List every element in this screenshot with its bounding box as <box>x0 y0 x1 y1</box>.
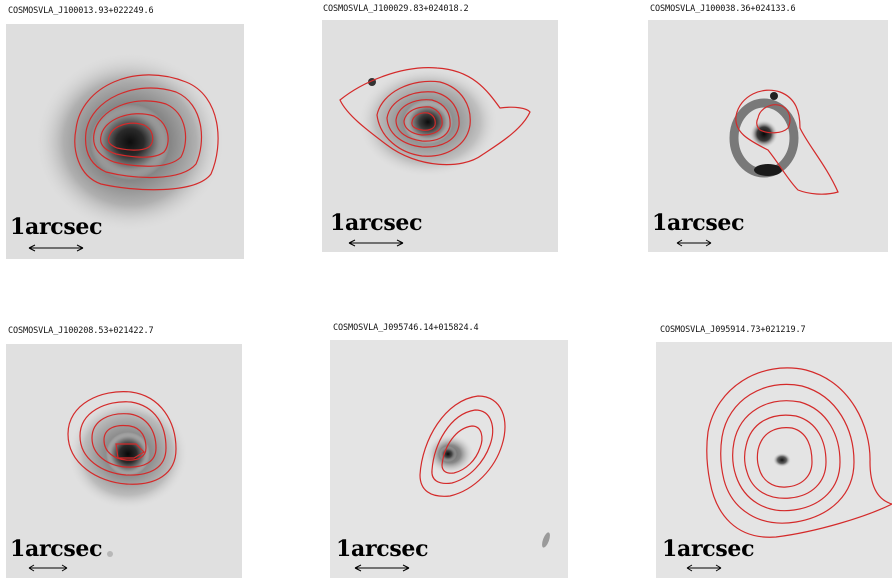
radio-contours <box>419 395 506 497</box>
galaxy-image <box>330 340 568 578</box>
galaxy-core <box>106 432 150 476</box>
galaxy-knot <box>754 164 782 176</box>
scale-label: 1arcsec <box>330 210 423 236</box>
scale-label: 1arcsec <box>336 536 429 562</box>
image-stamp-svg <box>6 24 244 259</box>
faint-source <box>107 551 113 557</box>
image-stamp-svg <box>322 20 558 252</box>
scale-label: 1arcsec <box>652 210 745 236</box>
scale-label: 1arcsec <box>662 536 755 562</box>
scale-bar-arrow <box>354 564 410 572</box>
scale-bar-arrow <box>676 239 712 247</box>
radio-contours <box>706 367 892 538</box>
scale-label: 1arcsec <box>10 214 103 240</box>
scale-bar-arrow <box>28 244 84 252</box>
galaxy-core <box>439 446 457 462</box>
galaxy-image <box>656 342 892 578</box>
panel-title: COSMOSVLA_J100029.83+024018.2 <box>323 4 469 14</box>
panel-title: COSMOSVLA_J095914.73+021219.7 <box>660 325 806 335</box>
panel-title: COSMOSVLA_J095746.14+015824.4 <box>333 323 479 333</box>
scale-bar-arrow <box>348 239 404 247</box>
image-stamp-svg <box>330 340 568 578</box>
scale-bar-arrow <box>686 564 722 572</box>
scale-label: 1arcsec <box>10 536 103 562</box>
galaxy-core <box>403 100 453 144</box>
galaxy-core <box>773 453 791 467</box>
galaxy-core <box>90 104 170 180</box>
image-stamp-svg <box>648 20 888 252</box>
radio-contours <box>339 67 531 166</box>
image-stamp-svg <box>6 344 242 578</box>
galaxy-image <box>648 20 888 252</box>
faint-source <box>542 532 550 548</box>
panel-title: COSMOSVLA_J100208.53+021422.7 <box>8 326 154 336</box>
scale-bar-arrow <box>28 564 68 572</box>
panel-title: COSMOSVLA_J100038.36+024133.6 <box>650 4 796 14</box>
radio-contours <box>735 89 839 195</box>
galaxy-image <box>6 344 242 578</box>
radio-contours <box>67 391 177 485</box>
galaxy-knot-top <box>770 92 778 100</box>
panel-title: COSMOSVLA_J100013.93+022249.6 <box>8 6 154 16</box>
galaxy-core <box>750 120 778 148</box>
radio-contours <box>74 74 219 191</box>
image-stamp-svg <box>656 342 892 578</box>
galaxy-image <box>6 24 244 259</box>
galaxy-image <box>322 20 558 252</box>
